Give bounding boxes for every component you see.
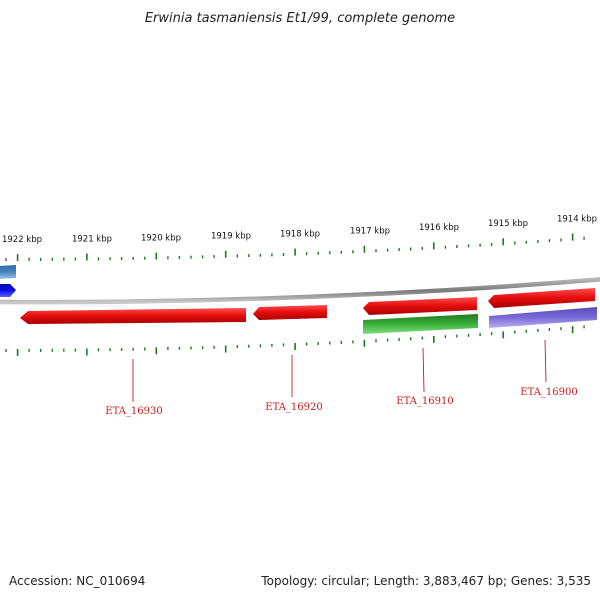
scale-tick-label: 1920 kbp	[141, 233, 181, 243]
gene-arrow-ETA_16900[interactable]	[488, 288, 595, 308]
genome-backbone	[0, 277, 600, 305]
gene-label-leader	[544, 339, 547, 383]
gene-arrow-edge-blue[interactable]	[0, 284, 16, 297]
gene-label-ETA_16900: ETA_16900	[520, 339, 578, 398]
gene-label-text[interactable]: ETA_16920	[265, 402, 322, 413]
gene-label-text[interactable]: ETA_16910	[396, 396, 453, 407]
gene-track	[20, 288, 597, 334]
scale-tick-label: 1915 kbp	[488, 219, 528, 229]
scale-tick-label: 1919 kbp	[211, 232, 251, 242]
scale-tick-label: 1917 kbp	[350, 227, 390, 237]
map-title: Erwinia tasmaniensis Et1/99, complete ge…	[145, 11, 455, 26]
gene-arrow-ETA_16920[interactable]	[253, 305, 327, 320]
accession-text: Accession: NC_010694	[9, 574, 146, 588]
gene-arrow-edge-steelblue[interactable]	[0, 265, 16, 279]
scale-tick-label: 1918 kbp	[280, 230, 320, 240]
gene-label-leader	[422, 347, 425, 393]
gene-arrow-green[interactable]	[363, 314, 478, 334]
scale-tick-label: 1922 kbp	[2, 235, 42, 245]
gene-arrow-purple[interactable]	[489, 307, 597, 328]
gene-arrow-ETA_16930[interactable]	[20, 308, 246, 324]
gene-label-text[interactable]: ETA_16900	[520, 387, 577, 398]
gene-label-ETA_16910: ETA_16910	[396, 347, 454, 407]
genome-summary-text: Topology: circular; Length: 3,883,467 bp…	[261, 574, 591, 588]
scale-tick-label: 1916 kbp	[419, 223, 459, 233]
gene-labels: ETA_16930 ETA_16920 ETA_16910 ETA_16900	[105, 339, 578, 417]
edge-features	[0, 265, 16, 297]
gene-label-ETA_16930: ETA_16930	[105, 359, 163, 417]
gene-label-text[interactable]: ETA_16930	[105, 406, 162, 417]
scale-tick-label: 1921 kbp	[72, 235, 112, 245]
scale-ticks: 1922 kbp 1921 kbp 1920 kbp 1919 kbp 1918 kbp…	[2, 214, 597, 356]
gene-label-ETA_16920: ETA_16920	[265, 355, 323, 413]
scale-tick-label: 1914 kbp	[557, 214, 597, 224]
gene-arrow-ETA_16910[interactable]	[363, 297, 477, 315]
